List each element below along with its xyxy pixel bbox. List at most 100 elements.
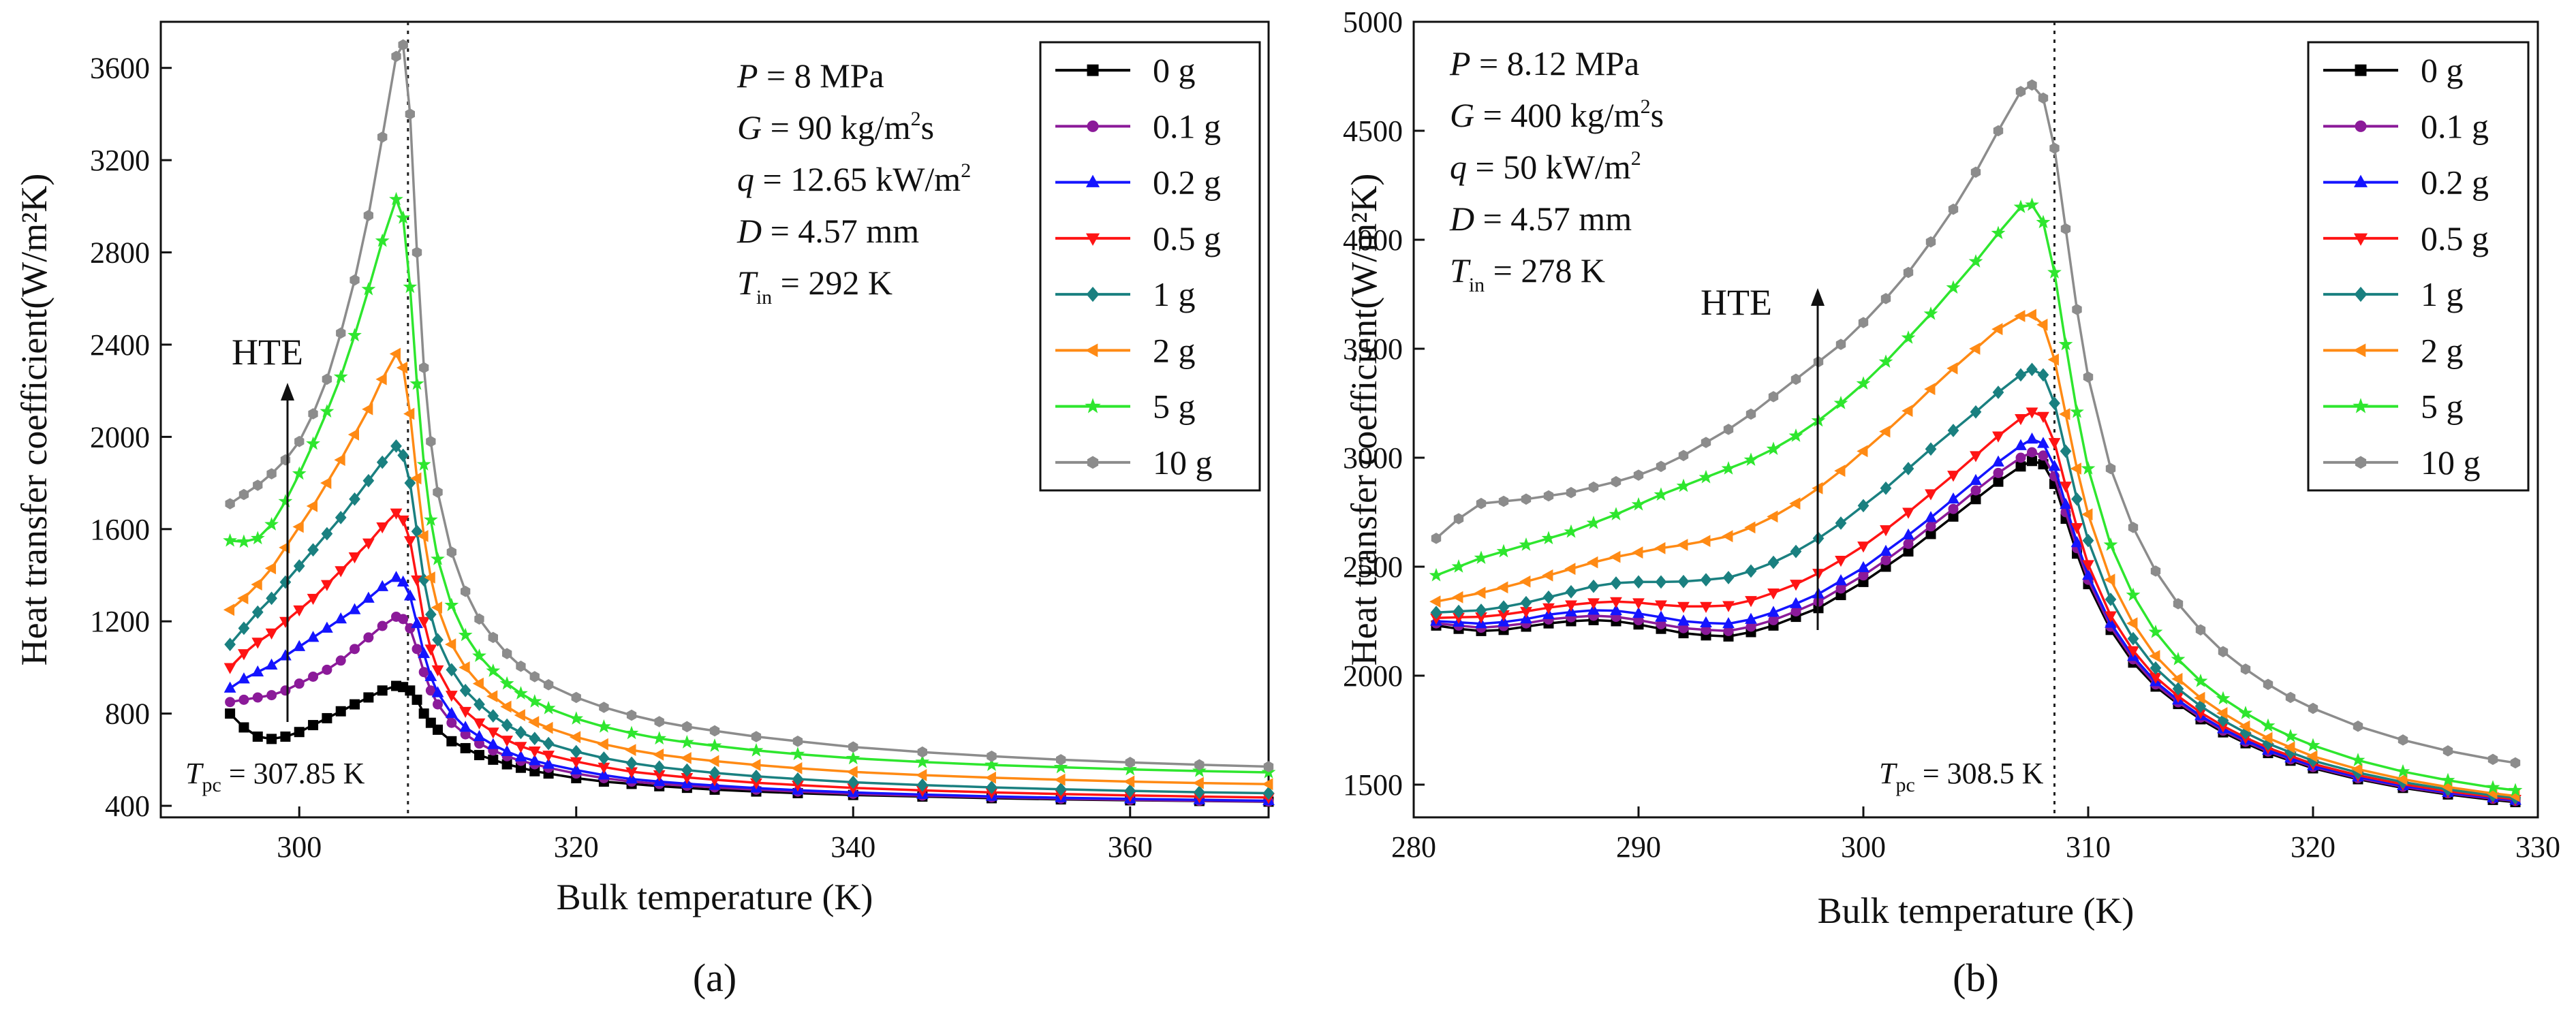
series-line xyxy=(230,195,1269,774)
data-point xyxy=(486,727,499,739)
y-tick-label: 4500 xyxy=(1343,114,1403,148)
data-point xyxy=(322,373,332,386)
data-point xyxy=(1609,507,1624,520)
data-point xyxy=(2037,368,2049,382)
data-point xyxy=(1925,442,1937,456)
x-tick-label: 340 xyxy=(831,830,875,864)
data-point xyxy=(363,210,373,221)
data-point xyxy=(2026,407,2038,419)
legend-item: 0 g xyxy=(2323,51,2464,89)
legend-label: 10 g xyxy=(2421,443,2481,482)
y-tick-label: 400 xyxy=(105,789,150,823)
data-point xyxy=(2072,304,2082,315)
data-point xyxy=(2047,354,2059,366)
data-point xyxy=(1880,481,1892,495)
data-point xyxy=(709,766,721,780)
data-point xyxy=(1947,424,1959,437)
data-point xyxy=(681,763,693,777)
x-tick-label: 300 xyxy=(1841,830,1886,864)
data-point xyxy=(1610,603,1622,616)
data-point xyxy=(792,736,803,747)
legend-item: 1 g xyxy=(2323,275,2464,313)
data-point xyxy=(679,734,694,749)
data-point xyxy=(1993,467,2004,478)
legend-label: 0.1 g xyxy=(2421,107,2489,145)
data-point xyxy=(487,709,499,723)
data-point xyxy=(1880,544,1892,556)
data-point xyxy=(599,702,609,713)
data-point xyxy=(2059,408,2070,420)
data-point xyxy=(1587,579,1600,593)
data-point xyxy=(2015,413,2027,426)
data-point xyxy=(335,612,347,624)
data-point xyxy=(2510,757,2521,769)
data-point xyxy=(848,741,858,753)
data-point xyxy=(1970,485,1981,496)
data-point xyxy=(682,721,692,733)
series-5-g xyxy=(1429,197,2523,797)
data-point xyxy=(2194,699,2207,713)
annotation-inlet-temperature: Tin = 278 K xyxy=(1450,251,1605,296)
hte-label: HTE xyxy=(1701,282,1772,323)
series-line xyxy=(1436,410,2516,801)
legend-label: 0 g xyxy=(2421,51,2464,89)
legend-marker xyxy=(2353,233,2368,246)
data-point xyxy=(1676,478,1691,492)
data-point xyxy=(1969,343,1981,355)
data-point xyxy=(2070,462,2081,475)
data-point xyxy=(1633,469,1644,481)
data-point xyxy=(1632,546,1643,559)
data-point xyxy=(749,759,761,772)
legend-box xyxy=(2307,41,2530,492)
data-point xyxy=(571,691,581,704)
data-point xyxy=(2353,720,2363,732)
legend-item: 0.2 g xyxy=(1055,163,1221,202)
data-point xyxy=(391,50,401,63)
data-point xyxy=(405,685,416,696)
data-point xyxy=(2083,371,2094,383)
data-point xyxy=(499,676,514,690)
data-point xyxy=(1123,775,1135,788)
data-point xyxy=(433,724,443,735)
data-point xyxy=(1700,616,1712,628)
chart-panel-a: 300 320 340 360 400 800 1200 1600 2000 2400 2800 32… xyxy=(14,20,1276,1000)
data-point xyxy=(1632,607,1645,618)
data-point xyxy=(1970,473,1982,486)
data-point xyxy=(322,664,332,675)
data-point xyxy=(266,734,277,744)
data-point xyxy=(396,210,411,224)
data-point xyxy=(1453,513,1464,524)
data-point xyxy=(1992,431,2004,443)
data-point xyxy=(1968,254,1983,268)
data-point xyxy=(1262,778,1273,791)
data-point xyxy=(2396,773,2408,785)
data-point xyxy=(1993,476,2004,487)
annotation-pressure: P = 8.12 MPa xyxy=(1449,44,1639,82)
data-point xyxy=(1948,503,1959,514)
series-0-5-g xyxy=(1430,407,2521,806)
data-point xyxy=(1857,499,1869,513)
data-point xyxy=(225,498,235,509)
data-point xyxy=(264,517,279,531)
series-1-g xyxy=(224,439,1275,800)
data-point xyxy=(1925,511,1937,522)
data-point xyxy=(1743,452,1758,466)
data-point xyxy=(460,742,471,753)
data-point xyxy=(2060,498,2072,509)
data-point xyxy=(423,512,438,527)
data-point xyxy=(1588,481,1599,493)
legend-label: 5 g xyxy=(1153,388,1196,426)
data-point xyxy=(307,593,320,606)
data-point xyxy=(1993,125,2004,137)
data-point xyxy=(458,627,473,642)
data-point xyxy=(1722,601,1735,612)
data-point xyxy=(308,720,319,731)
data-point xyxy=(515,725,527,740)
data-point xyxy=(280,732,291,742)
data-point xyxy=(238,672,250,684)
data-point xyxy=(751,731,762,742)
annotation-mass-flux: G = 90 kg/m2s xyxy=(737,108,934,146)
data-point xyxy=(459,683,471,697)
y-tick-label: 800 xyxy=(105,697,150,731)
y-tick-label: 1600 xyxy=(90,513,150,546)
